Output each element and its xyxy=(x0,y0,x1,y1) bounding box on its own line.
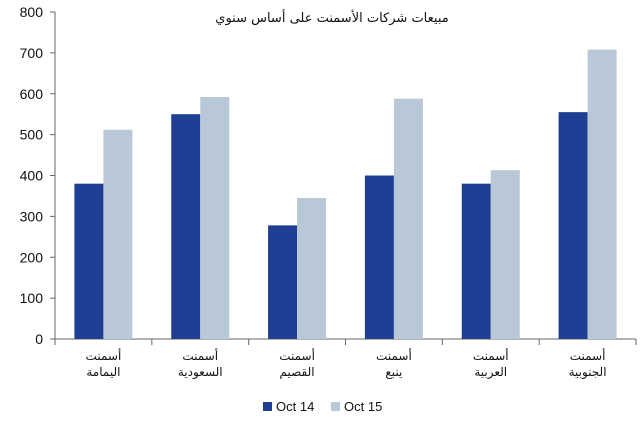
y-tick-label: 600 xyxy=(20,86,44,102)
x-category-label: العربية xyxy=(474,365,507,380)
bar-oct-15 xyxy=(297,197,327,339)
y-tick-label: 200 xyxy=(20,249,44,265)
bar-oct-15 xyxy=(200,97,230,340)
y-tick-label: 500 xyxy=(20,127,44,143)
bars xyxy=(74,49,617,340)
bar-oct-14 xyxy=(74,183,104,339)
legend-swatch xyxy=(263,402,272,411)
x-category-label: أسمنت xyxy=(182,348,218,363)
bar-oct-14 xyxy=(364,175,394,339)
x-category-label: اليمامة xyxy=(86,365,120,379)
y-tick-label: 800 xyxy=(20,4,44,20)
chart-title: مبيعات شركات الأسمنت على أساس سنوي xyxy=(215,9,448,26)
x-category-label: أسمنت xyxy=(570,348,606,363)
y-tick-label: 0 xyxy=(35,331,43,347)
legend-label: Oct 14 xyxy=(276,399,314,414)
x-category-label: ينبع xyxy=(385,365,402,379)
y-tick-label: 700 xyxy=(20,45,44,61)
bar-oct-15 xyxy=(393,98,423,339)
bar-oct-14 xyxy=(461,183,491,339)
bar-oct-15 xyxy=(490,170,520,339)
bar-oct-14 xyxy=(558,112,588,339)
y-tick-label: 300 xyxy=(20,208,44,224)
x-axis-labels: أسمنت اليمامة أسمنت السعودية أسمنت القصيم أسمن… xyxy=(86,348,607,380)
x-category-label: أسمنت xyxy=(473,348,509,363)
x-category-label: أسمنت xyxy=(376,348,412,363)
bar-oct-15 xyxy=(587,49,617,339)
x-category-label: القصيم xyxy=(280,365,315,379)
x-category-label: السعودية xyxy=(178,365,223,380)
bar-oct-14 xyxy=(171,114,201,339)
y-tick-label: 100 xyxy=(20,290,44,306)
x-category-label: أسمنت xyxy=(279,348,315,363)
y-tick-label: 400 xyxy=(20,168,44,184)
legend-label: Oct 15 xyxy=(344,399,382,414)
legend-swatch xyxy=(331,402,340,411)
x-category-label: أسمنت xyxy=(86,348,122,363)
legend: Oct 14 Oct 15 xyxy=(263,399,382,414)
bar-oct-14 xyxy=(268,225,298,339)
bar-oct-15 xyxy=(103,129,133,339)
axes: 0 100 200 300 400 500 600 700 800 xyxy=(20,4,637,347)
x-category-label: الجنوبية xyxy=(569,365,607,380)
